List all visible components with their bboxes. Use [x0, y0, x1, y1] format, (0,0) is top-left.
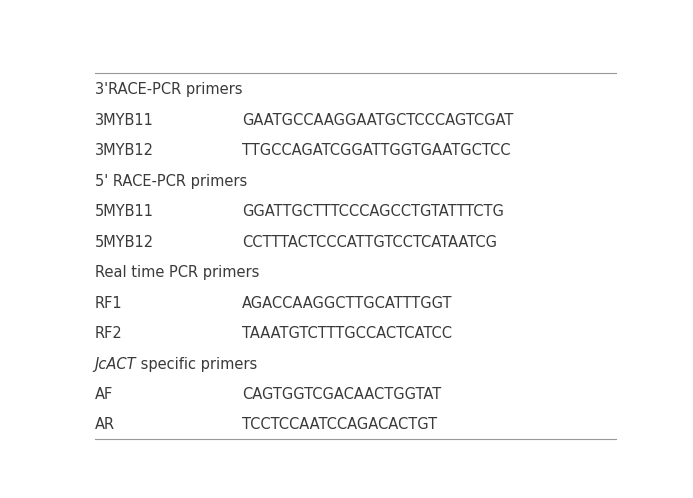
Text: GAATGCCAAGGAATGCTCCCAGTCGAT: GAATGCCAAGGAATGCTCCCAGTCGAT [243, 113, 514, 128]
Text: TTGCCAGATCGGATTGGTGAATGCTCC: TTGCCAGATCGGATTGGTGAATGCTCC [243, 143, 511, 158]
Text: RF2: RF2 [95, 326, 123, 341]
Text: AF: AF [95, 387, 113, 402]
Text: 5' RACE-PCR primers: 5' RACE-PCR primers [95, 174, 247, 189]
Text: 3'RACE-PCR primers: 3'RACE-PCR primers [95, 83, 242, 98]
Text: AGACCAAGGCTTGCATTTGGT: AGACCAAGGCTTGCATTTGGT [243, 296, 453, 311]
Text: RF1: RF1 [95, 296, 122, 311]
Text: 5MYB11: 5MYB11 [95, 204, 154, 219]
Text: AR: AR [95, 417, 115, 432]
Text: JcACT: JcACT [95, 357, 137, 372]
Text: 5MYB12: 5MYB12 [95, 235, 154, 249]
Text: TCCTCCAATCCAGACACTGT: TCCTCCAATCCAGACACTGT [243, 417, 437, 432]
Text: TAAATGTCTTTGCCACTCATCC: TAAATGTCTTTGCCACTCATCC [243, 326, 453, 341]
Text: GGATTGCTTTCCCAGCCTGTATTTCTG: GGATTGCTTTCCCAGCCTGTATTTCTG [243, 204, 505, 219]
Text: 3MYB11: 3MYB11 [95, 113, 154, 128]
Text: CAGTGGTCGACAACTGGTAT: CAGTGGTCGACAACTGGTAT [243, 387, 441, 402]
Text: Real time PCR primers: Real time PCR primers [95, 265, 259, 280]
Text: CCTTTACTCCCATTGTCCTCATAATCG: CCTTTACTCCCATTGTCCTCATAATCG [243, 235, 498, 249]
Text: specific primers: specific primers [137, 357, 257, 372]
Text: 3MYB12: 3MYB12 [95, 143, 154, 158]
